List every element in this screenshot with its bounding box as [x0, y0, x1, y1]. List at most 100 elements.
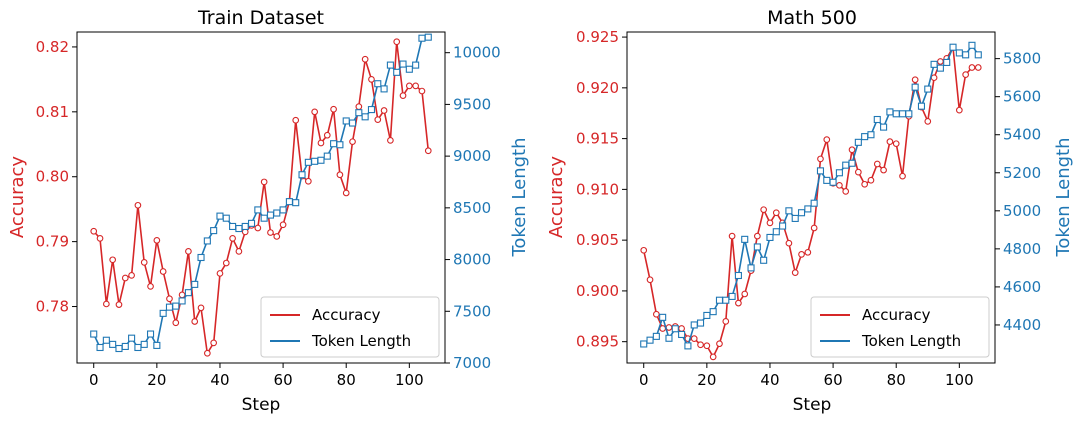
accuracy-point: [728, 232, 736, 240]
x-tick-label: 100: [395, 371, 424, 389]
accuracy-point: [279, 221, 287, 229]
token-length-point: [165, 303, 174, 311]
token-length-point: [285, 198, 293, 206]
token-length-point: [317, 156, 325, 164]
accuracy-point: [772, 209, 780, 217]
token-length-point: [247, 219, 256, 227]
accuracy-point: [848, 146, 856, 154]
accuracy-point: [791, 269, 799, 276]
accuracy-point: [147, 283, 154, 290]
token-length-point: [791, 214, 799, 222]
accuracy-point: [753, 232, 761, 240]
legend-label: Token Length: [311, 332, 411, 350]
chart-title: Train Dataset: [197, 7, 324, 29]
token-length-point: [153, 341, 161, 349]
token-length-point: [785, 207, 793, 215]
x-tick-label: 40: [210, 371, 229, 389]
token-length-point: [696, 319, 705, 327]
token-length-point: [974, 51, 982, 59]
token-length-point: [968, 41, 976, 49]
y-left-tick-label: 0.79: [36, 233, 69, 251]
chart-math-500: Math 500 Step Accuracy Token Length 0 20 4…: [546, 7, 1074, 415]
plot-frame: [76, 31, 446, 364]
accuracy-point: [374, 116, 382, 123]
accuracy-point: [678, 325, 685, 332]
token-length-point: [772, 228, 780, 236]
x-tick-label: 80: [337, 371, 356, 389]
token-length-point: [128, 334, 136, 342]
token-length-point: [279, 206, 287, 214]
accuracy-point: [418, 87, 426, 95]
token-length-point: [671, 325, 679, 333]
y-right-tick-label: 7500: [453, 302, 491, 320]
accuracy-point: [216, 270, 224, 277]
token-length-point: [292, 199, 300, 207]
legend-label: Accuracy: [862, 306, 931, 324]
accuracy-point: [709, 353, 717, 361]
legend: Accuracy Token Length: [810, 296, 990, 358]
x-tick-label: 0: [639, 371, 649, 389]
accuracy-line: [93, 41, 430, 356]
accuracy-point: [273, 233, 281, 240]
y-axis-label-right: Token Length: [509, 137, 530, 257]
accuracy-point: [930, 74, 938, 82]
accuracy-point: [924, 117, 932, 125]
accuracy-point: [810, 224, 818, 232]
token-length-point: [405, 65, 413, 73]
y-left-tick-label: 0.78: [36, 298, 69, 316]
accuracy-point: [96, 235, 104, 242]
token-length-point: [412, 61, 420, 69]
y-right-tick-label: 5000: [1003, 202, 1041, 220]
token-length-point: [709, 308, 717, 316]
accuracy-point: [659, 325, 667, 332]
y-left-tick-label: 0.895: [576, 333, 619, 351]
x-tick-label: 80: [887, 371, 906, 389]
token-length-point: [222, 214, 230, 222]
accuracy-point: [349, 138, 356, 146]
y-left-tick-label: 0.80: [36, 168, 69, 186]
legend-label: Token Length: [861, 332, 961, 350]
token-length-point: [386, 61, 394, 69]
accuracy-point: [867, 176, 875, 184]
accuracy-point: [646, 276, 654, 284]
plot-frame: [626, 31, 996, 364]
accuracy-point: [640, 246, 648, 254]
legend-box: [260, 296, 440, 358]
y-left-tick-label: 0.905: [576, 231, 619, 249]
token-length-point: [665, 334, 673, 342]
accuracy-point: [393, 38, 401, 46]
y-left-tick-label: 0.920: [576, 79, 619, 97]
y-right-tick-label: 4800: [1003, 240, 1041, 258]
legend-label: Accuracy: [312, 306, 381, 324]
accuracy-point: [804, 248, 812, 256]
token-length-point: [659, 313, 667, 321]
accuracy-point: [817, 155, 824, 163]
accuracy-point: [735, 299, 742, 307]
y-right-tick-label: 5600: [1003, 88, 1041, 106]
token-length-point: [873, 115, 881, 124]
token-length-point: [172, 302, 180, 310]
accuracy-point: [323, 131, 331, 139]
accuracy-point: [974, 64, 982, 71]
token-length-point: [348, 119, 357, 127]
accuracy-point: [836, 181, 843, 189]
token-length-point: [140, 340, 148, 348]
token-length-point: [892, 110, 900, 118]
token-length-point: [867, 131, 875, 139]
accuracy-point: [166, 295, 173, 303]
token-length-point: [184, 289, 192, 297]
accuracy-point: [380, 107, 388, 114]
accuracy-point: [653, 310, 660, 318]
x-tick-label: 20: [697, 371, 716, 389]
y-left-tick-label: 0.900: [576, 282, 619, 300]
accuracy-point: [962, 71, 969, 78]
x-tick-label: 20: [147, 371, 166, 389]
chart-train-dataset: Train Dataset Step Accuracy Token Length…: [7, 7, 530, 415]
token-length-point: [842, 161, 850, 169]
x-tick-label: 0: [89, 371, 99, 389]
token-length-point: [197, 253, 205, 262]
token-length-point: [766, 233, 774, 241]
token-length-point: [146, 330, 155, 338]
token-length-point: [741, 235, 749, 243]
